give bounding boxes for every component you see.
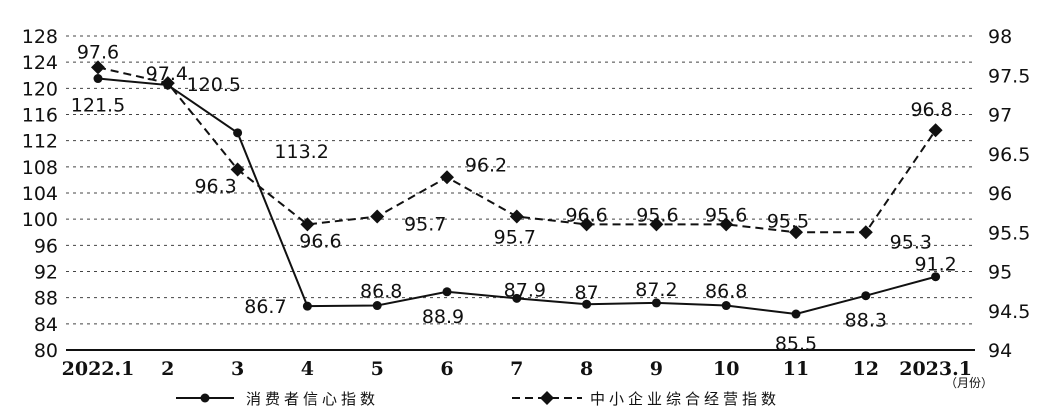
series-0-point bbox=[442, 287, 452, 297]
series-0-point bbox=[721, 301, 731, 311]
series-1-point bbox=[649, 217, 664, 232]
x-axis-ticks: 2022.1 2 3 4 5 6 7 8 9 10 11 12 2023.1 bbox=[62, 358, 972, 380]
right-y-tick-label: 94 bbox=[988, 340, 1012, 362]
left-y-tick-label: 96 bbox=[34, 235, 58, 257]
data-label: 85.5 bbox=[775, 333, 817, 355]
x-tick-label: 9 bbox=[650, 358, 663, 380]
series-0-point bbox=[233, 128, 243, 138]
x-tick-label: 3 bbox=[231, 358, 244, 380]
series-1-point bbox=[91, 60, 105, 75]
left-y-tick-label: 112 bbox=[22, 131, 58, 153]
series-0-point bbox=[582, 299, 592, 309]
series-group bbox=[91, 60, 943, 319]
x-tick-label: 12 bbox=[853, 358, 879, 380]
series-1-point bbox=[370, 209, 385, 224]
x-tick-label: 4 bbox=[301, 358, 314, 380]
data-label: 95.3 bbox=[890, 231, 932, 253]
series-1-point bbox=[160, 76, 175, 91]
right-y-tick-label: 95.5 bbox=[988, 222, 1030, 244]
right-y-tick-label: 98 bbox=[988, 26, 1012, 48]
x-tick-label: 2023.1 bbox=[899, 358, 972, 380]
data-label: 95.6 bbox=[705, 204, 747, 226]
data-label: 120.5 bbox=[187, 74, 241, 96]
series-1-point bbox=[440, 170, 454, 185]
series-0-point bbox=[93, 74, 103, 84]
series-1-point bbox=[858, 225, 873, 240]
right-y-tick-label: 97.5 bbox=[988, 65, 1030, 87]
data-label: 88.3 bbox=[845, 310, 887, 332]
right-y-axis-ticks: 94 94.5 95 95.5 96 96.5 97 97.5 98 bbox=[988, 26, 1030, 362]
x-axis-unit: （月份） bbox=[945, 376, 993, 390]
data-label: 96.6 bbox=[565, 204, 607, 226]
series-1-point bbox=[579, 217, 594, 232]
data-label: 95.6 bbox=[636, 204, 678, 226]
data-label: 95.7 bbox=[494, 227, 536, 249]
data-label: 86.8 bbox=[360, 281, 402, 303]
series-1-point bbox=[928, 123, 943, 138]
right-y-tick-label: 97 bbox=[988, 105, 1012, 127]
legend-circle-marker bbox=[200, 393, 210, 403]
data-label: 96.6 bbox=[299, 230, 341, 252]
right-y-tick-label: 96.5 bbox=[988, 144, 1030, 166]
left-y-axis-ticks: 80 84 88 92 96 100 104 108 112 116 120 124 128 bbox=[22, 26, 58, 362]
left-y-tick-label: 116 bbox=[22, 105, 58, 127]
grid-lines bbox=[66, 35, 975, 325]
data-label: 95.5 bbox=[767, 210, 809, 232]
series-0-point bbox=[861, 291, 871, 301]
data-label: 97.4 bbox=[146, 63, 188, 85]
data-label: 87.9 bbox=[504, 279, 546, 301]
right-y-tick-label: 94.5 bbox=[988, 301, 1030, 323]
x-tick-label: 6 bbox=[440, 358, 453, 380]
series-0-point bbox=[791, 309, 801, 319]
x-tick-label: 10 bbox=[713, 358, 739, 380]
left-y-tick-label: 124 bbox=[22, 52, 58, 74]
data-label: 95.7 bbox=[404, 214, 446, 236]
data-label: 86.8 bbox=[705, 281, 747, 303]
data-label: 113.2 bbox=[274, 141, 328, 163]
data-label: 87 bbox=[575, 282, 599, 304]
data-label: 96.2 bbox=[465, 154, 507, 176]
x-tick-label: 8 bbox=[580, 358, 593, 380]
data-label: 86.7 bbox=[244, 296, 286, 318]
x-tick-label: 2022.1 bbox=[62, 358, 135, 380]
series-0-point bbox=[302, 301, 312, 311]
legend-label: 中小企业综合经营指数 bbox=[590, 390, 780, 408]
x-tick-label: 2 bbox=[161, 358, 174, 380]
right-y-tick-label: 95 bbox=[988, 262, 1012, 284]
series-0-point bbox=[931, 272, 941, 282]
left-y-tick-label: 120 bbox=[22, 78, 58, 100]
legend-label: 消费者信心指数 bbox=[246, 390, 379, 408]
data-labels: 121.5 120.5 113.2 86.7 86.8 88.9 87.9 87 87.2 86.… bbox=[71, 41, 957, 355]
left-y-tick-label: 88 bbox=[34, 288, 58, 310]
series-1-point bbox=[509, 209, 524, 224]
left-y-tick-label: 80 bbox=[34, 340, 58, 362]
series-0-point bbox=[372, 301, 382, 311]
x-tick-label: 7 bbox=[510, 358, 523, 380]
series-1-point bbox=[719, 217, 734, 232]
data-label: 97.6 bbox=[77, 41, 119, 63]
x-tick-label: 11 bbox=[783, 358, 809, 380]
legend-diamond-marker bbox=[540, 391, 554, 405]
left-y-tick-label: 104 bbox=[22, 183, 58, 205]
left-y-tick-label: 128 bbox=[22, 26, 58, 48]
data-label: 121.5 bbox=[71, 95, 125, 117]
data-label: 88.9 bbox=[422, 306, 464, 328]
series-0-point bbox=[512, 293, 522, 303]
left-y-tick-label: 108 bbox=[22, 157, 58, 179]
legend: 消费者信心指数 中小企业综合经营指数 bbox=[176, 390, 780, 408]
left-y-tick-label: 92 bbox=[34, 262, 58, 284]
series-1-point bbox=[300, 217, 315, 232]
data-label: 87.2 bbox=[635, 279, 677, 301]
right-y-tick-label: 96 bbox=[988, 183, 1012, 205]
data-label: 96.3 bbox=[194, 175, 236, 197]
left-y-tick-label: 84 bbox=[34, 314, 58, 336]
x-tick-label: 5 bbox=[371, 358, 384, 380]
series-1-point bbox=[789, 225, 803, 240]
series-1-point bbox=[230, 162, 245, 177]
data-label: 91.2 bbox=[914, 254, 956, 276]
left-y-tick-label: 100 bbox=[22, 209, 58, 231]
data-label: 96.8 bbox=[910, 99, 952, 121]
series-0-point bbox=[651, 298, 661, 308]
